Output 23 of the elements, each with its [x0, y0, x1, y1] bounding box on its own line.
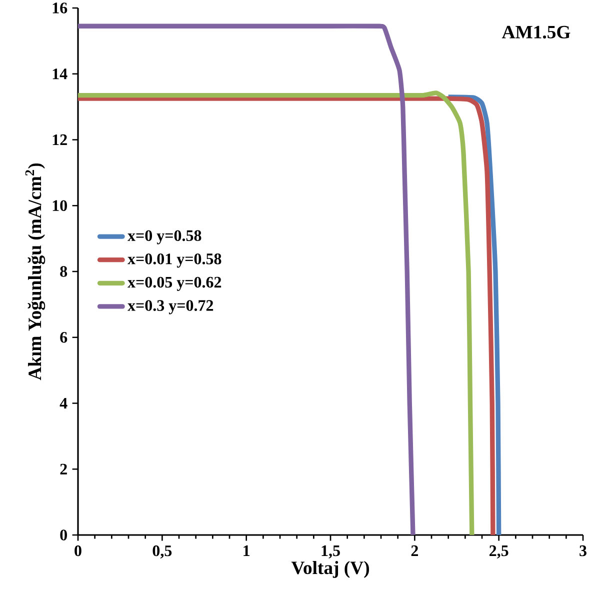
y-tick-label: 16 [52, 2, 68, 14]
y-tick-label: 4 [60, 398, 68, 409]
y-tick-label: 8 [60, 266, 68, 277]
y-axis-title: Akım Yoğunluğu (mA/cm$^{2}$) [25, 163, 46, 380]
x-tick-label: 2,5 [490, 545, 508, 558]
y-tick-label: 10 [52, 200, 67, 212]
x-tick-label: 1 [244, 545, 250, 556]
x-tick-label: 2 [411, 545, 418, 556]
legend-label: x=0.3 y=0.72 [128, 300, 214, 314]
y-tick-label: 14 [52, 68, 68, 80]
x-axis-title: Voltaj (V) [291, 560, 369, 578]
x-tick-label: 0 [74, 545, 82, 556]
y-tick-label: 12 [52, 134, 67, 146]
legend-label: x=0 y=0.58 [128, 230, 202, 244]
x-tick-label: 0,5 [152, 545, 172, 559]
x-tick-label: 3 [580, 545, 586, 556]
y-tick-label: 6 [60, 332, 68, 343]
legend-label: x=0.01 y=0.58 [128, 254, 222, 268]
y-tick-label: 2 [60, 464, 67, 474]
legend-label: x=0.05 y=0.62 [128, 276, 222, 291]
y-tick-label: 0 [60, 530, 67, 540]
x-tick-label: 1,5 [322, 545, 340, 558]
annotation: AM1.5G [502, 26, 570, 39]
